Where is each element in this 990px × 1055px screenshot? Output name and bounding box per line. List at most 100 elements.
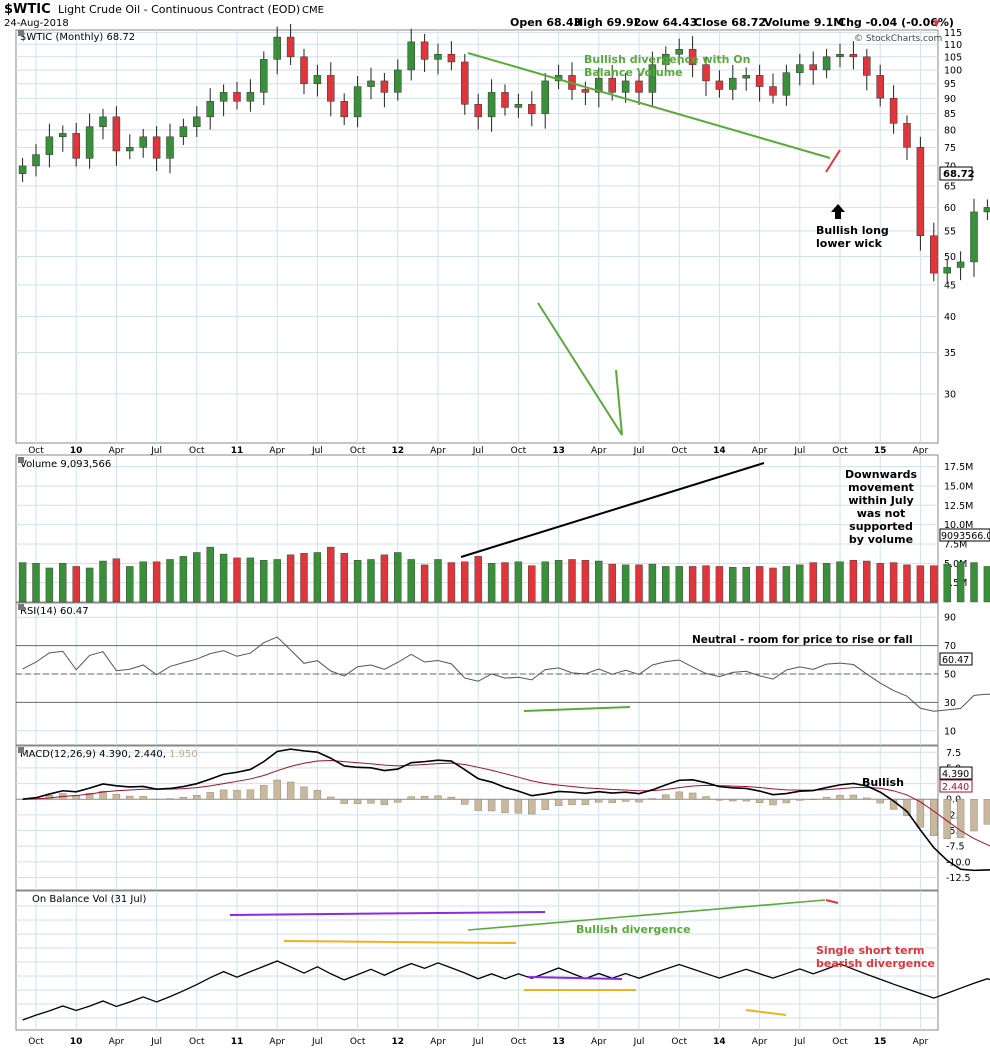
x-tick-label: Apr — [913, 446, 929, 456]
macd-histogram-bar — [515, 799, 522, 813]
x-tick-label: Jul — [472, 446, 484, 456]
volume-bar-up — [394, 552, 401, 602]
volume-bar-down — [475, 556, 482, 602]
chart-date: 24-Aug-2018 — [4, 18, 69, 29]
volume-bar-down — [609, 564, 616, 602]
price-tick-label: 30 — [944, 389, 956, 400]
candle-down — [301, 57, 308, 84]
x-tick-label: Oct — [511, 446, 527, 456]
x-tick-label: Apr — [752, 446, 768, 456]
x-tick-label: Oct — [350, 446, 366, 456]
candle-down — [609, 78, 616, 92]
volume-panel-title: Volume 9,093,566 — [20, 459, 111, 470]
macd-histogram-bar — [609, 799, 616, 803]
candle-down — [475, 104, 482, 117]
x-tick-label: Jul — [150, 1037, 162, 1047]
macd-histogram-bar — [528, 799, 535, 814]
macd-histogram-bar — [984, 799, 990, 824]
panel-menu-icon — [18, 604, 24, 610]
macd-histogram-bar — [368, 799, 375, 803]
macd-histogram-bar — [475, 799, 482, 810]
macd-histogram-bar — [636, 799, 643, 802]
x-tick-label: Apr — [430, 446, 446, 456]
candle-down — [448, 54, 455, 62]
panel-menu-icon — [18, 30, 24, 36]
volume-bar-down — [756, 566, 763, 602]
macd-histogram-bar — [930, 799, 937, 836]
macd-tick-label: -7.5 — [946, 842, 965, 853]
volume-bar-up — [796, 565, 803, 602]
volume-bar-up — [783, 566, 790, 602]
candle-down — [810, 65, 817, 70]
candle-up — [220, 92, 227, 101]
x-tick-label: Jul — [150, 446, 162, 456]
price-tick-label: 95 — [944, 79, 956, 90]
candle-down — [421, 42, 428, 60]
last-volume-label: 9093566.0 — [941, 531, 990, 542]
candle-up — [408, 42, 415, 70]
volume-bar-down — [528, 566, 535, 602]
volume-bar-down — [850, 560, 857, 602]
rsi-tick-label: 30 — [944, 698, 956, 709]
x-tick-label: Oct — [671, 1037, 687, 1047]
price-tick-label: 75 — [944, 143, 956, 154]
candle-up — [354, 87, 361, 117]
rsi-tick-label: 10 — [944, 726, 956, 737]
volume-bar-down — [863, 561, 870, 602]
candle-up — [515, 104, 522, 107]
macd-histogram-bar — [783, 799, 790, 803]
price-tick-label: 60 — [944, 203, 956, 214]
price-tick-label: 115 — [944, 28, 962, 39]
volume-bar-down — [904, 565, 911, 602]
candle-down — [756, 75, 763, 86]
candle-down — [381, 81, 388, 92]
macd-histogram-bar — [193, 795, 200, 799]
volume-bar-up — [435, 559, 442, 602]
macd-histogram-bar — [354, 799, 361, 804]
obv-annotation-bearish-2: bearish divergence — [816, 957, 935, 970]
candle-up — [260, 59, 267, 92]
volume-bar-down — [381, 555, 388, 602]
macd-histogram-bar — [234, 790, 241, 799]
x-tick-label: Oct — [832, 446, 848, 456]
candle-down — [716, 81, 723, 90]
volume-bar-down — [301, 553, 308, 602]
volume-bar-up — [743, 567, 750, 602]
macd-histogram-bar — [582, 799, 589, 804]
macd-histogram-bar — [113, 794, 120, 799]
macd-histogram-bar — [837, 795, 844, 799]
candle-up — [274, 37, 281, 59]
volume-bar-down — [421, 565, 428, 602]
x-tick-label: 12 — [392, 1037, 405, 1047]
candle-up — [488, 92, 495, 116]
x-tick-label: Oct — [350, 1037, 366, 1047]
candle-up — [247, 92, 254, 101]
macd-value-label: 4.390 — [942, 769, 969, 780]
volume-bar-down — [153, 562, 160, 602]
candle-down — [234, 92, 241, 101]
rsi-tick-label: 50 — [944, 670, 956, 681]
volume-bar-up — [595, 561, 602, 602]
x-tick-label: Apr — [269, 446, 285, 456]
x-tick-label: Apr — [269, 1037, 285, 1047]
price-annotation-1b: Balance Volume — [584, 66, 683, 79]
macd-histogram-bar — [394, 799, 401, 802]
candle-up — [59, 133, 66, 136]
macd-histogram-bar — [569, 799, 576, 805]
volume-bar-up — [944, 564, 951, 602]
volume-bar-up — [823, 563, 830, 602]
x-tick-label: 12 — [392, 446, 405, 456]
x-tick-label: Jul — [311, 1037, 323, 1047]
x-tick-label: Apr — [109, 446, 125, 456]
macd-histogram-bar — [863, 798, 870, 799]
candle-up — [944, 267, 951, 273]
volume-bar-up — [167, 559, 174, 602]
low-value: Low 64.43 — [634, 16, 697, 29]
price-tick-label: 80 — [944, 125, 956, 136]
volume-annotation-line: supported — [849, 520, 913, 533]
macd-histogram-bar — [140, 796, 147, 799]
x-tick-label: Apr — [591, 1037, 607, 1047]
volume-bar-down — [716, 566, 723, 602]
volume-bar-up — [649, 564, 656, 602]
